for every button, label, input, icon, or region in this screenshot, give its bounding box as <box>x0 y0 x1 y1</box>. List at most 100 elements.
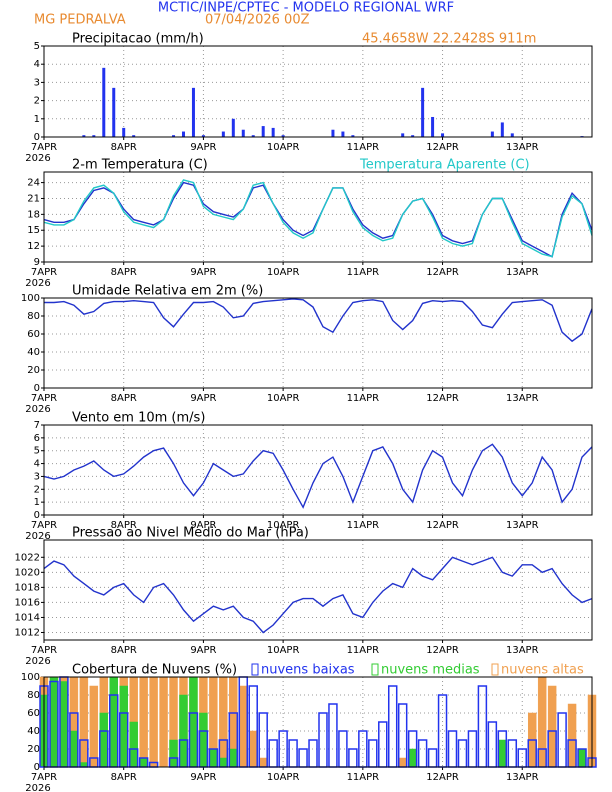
y-tick-label: 1012 <box>15 627 40 638</box>
y-tick-label: 7 <box>34 420 40 431</box>
x-tick-label: 7APR <box>31 772 57 783</box>
legend-label: nuvens altas <box>501 663 584 678</box>
bar <box>421 87 425 137</box>
bar <box>510 133 514 137</box>
cloud-bar <box>498 739 507 768</box>
cloud-bar <box>179 694 188 768</box>
cloud-bar <box>69 730 79 768</box>
cloud-bar <box>288 739 298 768</box>
cloud-bar <box>199 712 208 768</box>
bar <box>122 127 126 137</box>
series-line <box>44 298 593 343</box>
bar <box>431 116 435 137</box>
x-tick-label: 13APR <box>506 142 539 153</box>
y-tick-label: 20 <box>27 744 40 755</box>
y-tick-label: 60 <box>27 708 40 719</box>
x-tick-label: 10APR <box>267 772 300 783</box>
x-tick-label: 10APR <box>267 142 300 153</box>
year-label: 2026 <box>25 404 50 415</box>
legend-label: Temperatura Aparente (C) <box>359 158 530 173</box>
cloud-bar <box>159 676 168 768</box>
cloud-bar <box>557 712 567 768</box>
x-tick-label: 9APR <box>190 267 216 278</box>
year-label: 2026 <box>25 278 50 289</box>
cloud-bar <box>457 739 468 768</box>
bar <box>281 135 285 137</box>
year-label: 2026 <box>25 531 50 542</box>
cloud-bar <box>189 676 198 768</box>
cloud-bar <box>368 739 378 768</box>
cloud-bar <box>139 757 148 768</box>
cloud-bar <box>99 712 109 768</box>
cloud-bar <box>298 748 308 768</box>
bar <box>132 135 136 137</box>
cloud-bar <box>537 676 547 768</box>
x-tick-label: 13APR <box>506 520 539 531</box>
x-tick-label: 12APR <box>426 520 459 531</box>
y-tick-label: 12 <box>27 241 40 252</box>
x-tick-label: 13APR <box>506 645 539 656</box>
bar <box>221 131 225 137</box>
x-tick-label: 7APR <box>31 267 57 278</box>
y-tick-label: 0 <box>34 132 40 143</box>
y-tick-label: 9 <box>34 257 40 268</box>
bar <box>241 129 245 137</box>
y-tick-label: 4 <box>34 59 40 70</box>
coordinates: 45.4658W 22.2428S 911m <box>362 32 536 47</box>
y-tick-label: 6 <box>34 433 40 444</box>
plot-frame <box>43 45 593 138</box>
bar <box>112 87 116 137</box>
y-tick-label: 20 <box>27 365 40 376</box>
y-tick-label: 2 <box>34 96 40 107</box>
location: MG PEDRALVA <box>34 13 126 28</box>
cloud-bar <box>79 676 89 768</box>
cloud-bar <box>209 748 218 768</box>
y-tick-label: 40 <box>27 726 40 737</box>
y-tick-label: 1014 <box>15 612 40 623</box>
y-tick-label: 4 <box>34 459 40 470</box>
y-tick-label: 100 <box>21 293 40 304</box>
y-tick-label: 60 <box>27 329 40 340</box>
cloud-bar <box>119 685 128 768</box>
bar <box>261 126 265 137</box>
cloud-bar <box>308 739 318 768</box>
bar <box>191 87 195 137</box>
cloud-bar <box>219 676 228 768</box>
y-tick-label: 1020 <box>15 567 40 578</box>
cloud-bar <box>49 676 59 768</box>
bar <box>341 131 345 137</box>
y-tick-label: 0 <box>34 383 40 394</box>
y-tick-label: 5 <box>34 446 40 457</box>
year-label: 2026 <box>25 153 50 164</box>
legend-swatch <box>251 663 259 676</box>
x-tick-label: 7APR <box>31 645 57 656</box>
legend-label: nuvens medias <box>381 663 480 678</box>
series-line <box>43 443 593 509</box>
cloud-bar <box>507 739 518 768</box>
plot-frame <box>43 424 593 516</box>
y-tick-label: 15 <box>27 225 40 236</box>
x-tick-label: 8APR <box>111 267 137 278</box>
bar <box>102 67 106 137</box>
series-line <box>43 179 593 258</box>
bar <box>441 133 445 137</box>
cloud-bar <box>577 748 587 768</box>
cloud-bar <box>318 712 328 768</box>
header-title: MCTIC/INPE/CPTEC - MODELO REGIONAL WRF <box>158 1 454 16</box>
year-label: 2026 <box>25 783 50 792</box>
y-tick-label: 0 <box>34 762 40 773</box>
y-tick-label: 2 <box>34 484 40 495</box>
y-tick-label: 21 <box>27 193 40 204</box>
x-tick-label: 13APR <box>506 267 539 278</box>
bar <box>172 135 176 137</box>
cloud-bar <box>139 676 148 768</box>
cloud-bar <box>398 757 407 768</box>
cloud-bar <box>387 685 398 768</box>
x-tick-label: 11APR <box>347 645 380 656</box>
cloud-bar <box>397 703 408 768</box>
x-tick-label: 10APR <box>267 520 300 531</box>
cloud-bar <box>169 739 178 768</box>
x-tick-label: 9APR <box>190 520 216 531</box>
bar <box>82 135 86 137</box>
cloud-bar <box>149 676 158 768</box>
